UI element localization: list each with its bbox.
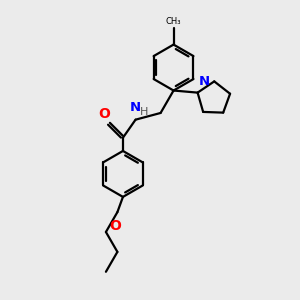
Text: O: O [98,107,110,121]
Text: CH₃: CH₃ [166,17,181,26]
Text: H: H [140,107,148,117]
Text: N: N [199,75,210,88]
Text: O: O [109,219,121,232]
Text: N: N [130,101,141,114]
